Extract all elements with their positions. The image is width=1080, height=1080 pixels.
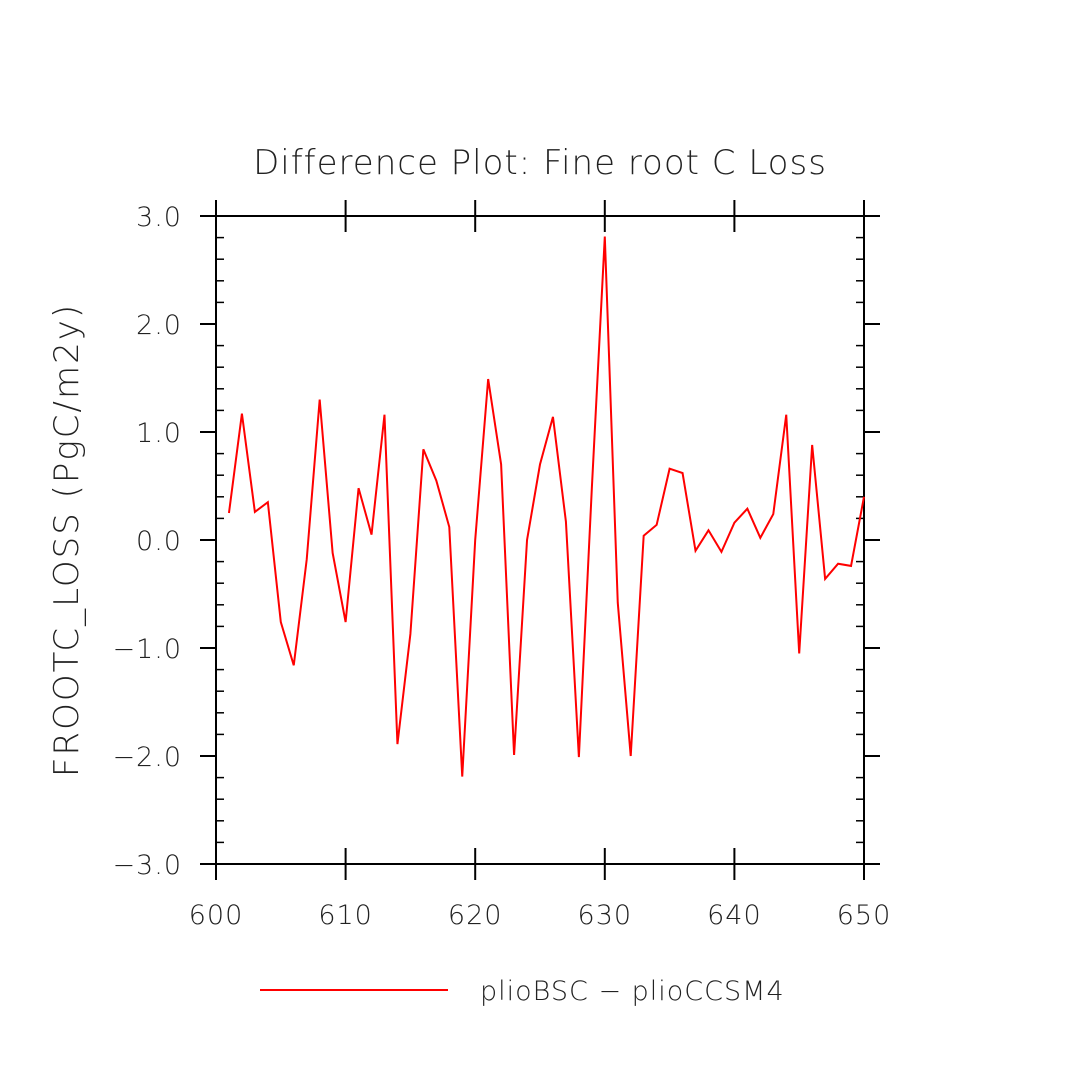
axis-ticks <box>200 200 880 880</box>
y-tick-label: 2.0 <box>136 310 182 341</box>
y-tick-label: 0.0 <box>136 526 182 557</box>
y-tick-label: −2.0 <box>112 742 182 773</box>
series-line <box>227 236 865 777</box>
y-tick-labels: −3.0 −2.0 −1.0 0.0 1.0 2.0 3.0 <box>112 202 182 881</box>
x-tick-label: 620 <box>448 900 503 931</box>
y-tick-label: 1.0 <box>136 418 182 449</box>
x-tick-label: 600 <box>189 900 244 931</box>
legend-label: plioBSC − plioCCSM4 <box>480 976 785 1007</box>
series-layer <box>227 236 865 777</box>
x-tick-label: 650 <box>837 900 892 931</box>
x-tick-label: 630 <box>578 900 633 931</box>
y-axis-label: FROOTC_LOSS (PgC/m2y) <box>47 303 87 777</box>
y-tick-label: −3.0 <box>112 850 182 881</box>
y-tick-label: −1.0 <box>112 634 182 665</box>
x-tick-label: 640 <box>707 900 762 931</box>
legend: plioBSC − plioCCSM4 <box>260 976 785 1007</box>
y-tick-label: 3.0 <box>136 202 182 233</box>
chart-title: Difference Plot: Fine root C Loss <box>253 143 827 183</box>
x-tick-label: 610 <box>318 900 373 931</box>
x-tick-labels: 600 610 620 630 640 650 <box>189 900 892 931</box>
